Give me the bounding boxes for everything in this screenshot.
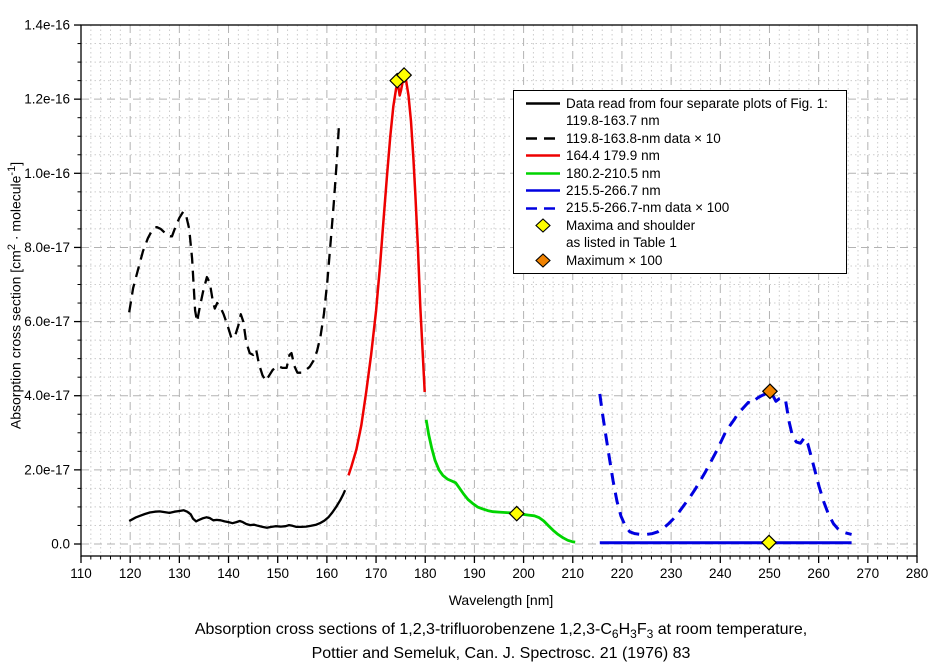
legend-label: 215.5-266.7-nm data × 100: [566, 200, 730, 216]
x-tick-label: 280: [906, 566, 929, 581]
caption-line-2: Pottier and Semeluk, Can. J. Spectrosc. …: [311, 645, 691, 662]
gridlines: [81, 25, 917, 556]
legend-label: as listed in Table 1: [566, 235, 677, 251]
legend-sample-diamond: [520, 252, 566, 269]
legend-label: 119.8-163.8-nm data × 10: [566, 130, 721, 146]
y-tick-label: 8.0e-17: [24, 240, 70, 255]
x-tick-label: 200: [512, 566, 535, 581]
series-215-5-266-7-nm-data-100: [598, 390, 852, 536]
x-axis-title: Wavelength [nm]: [448, 592, 554, 608]
legend: Data read from four separate plots of Fi…: [513, 90, 847, 274]
legend-item: 119.8-163.8-nm data × 10: [520, 130, 844, 147]
y-tick-label: 1.2e-16: [24, 92, 70, 107]
x-tick-label: 230: [660, 566, 683, 581]
legend-item: Data read from four separate plots of Fi…: [520, 95, 844, 112]
caption-line-1: Absorption cross sections of 1,2,3-trifl…: [194, 621, 808, 642]
legend-item: 215.5-266.7 nm: [520, 182, 844, 199]
x-tick-label: 220: [611, 566, 634, 581]
series-119-8-163-8-nm-data-10: [128, 121, 341, 383]
y-tick-label: 4.0e-17: [24, 388, 70, 403]
x-tick-label: 110: [70, 566, 92, 581]
y-tick-label: 1.4e-16: [24, 18, 70, 33]
x-tick-label: 190: [463, 566, 486, 581]
legend-sample-line-solid: [520, 95, 566, 112]
x-tick-label: 260: [807, 566, 830, 581]
x-tick-label: 270: [857, 566, 880, 581]
x-tick-label: 140: [217, 566, 240, 581]
legend-item: 164.4 179.9 nm: [520, 147, 844, 164]
series-164-4-179-9-nm: [347, 75, 426, 476]
legend-label: 164.4 179.9 nm: [566, 148, 660, 164]
legend-label: 119.8-163.7 nm: [566, 113, 660, 129]
axis-ticks: 110 120 130 140 150 160 170 180 190 200 210 220 230 2…: [24, 18, 928, 581]
legend-sample-line-dashed: [520, 130, 566, 147]
x-tick-label: 210: [561, 566, 584, 581]
maximum-x100-diamond-marker: [761, 383, 779, 400]
y-tick-label: 6.0e-17: [24, 314, 70, 329]
series-119-8-163-7-nm: [128, 489, 347, 529]
y-tick-label: 2.0e-17: [24, 462, 70, 477]
series-180-2-210-5-nm: [424, 419, 576, 544]
x-tick-label: 240: [709, 566, 732, 581]
legend-label: Maxima and shoulder: [566, 217, 696, 233]
legend-sample-line-solid: [520, 182, 566, 199]
y-tick-label: 0.0: [51, 537, 70, 552]
x-tick-label: 180: [414, 566, 437, 581]
y-tick-label: 1.0e-16: [24, 166, 70, 181]
maximum-diamond-marker: [508, 505, 525, 522]
legend-item: 180.2-210.5 nm: [520, 165, 844, 182]
x-tick-label: 170: [365, 566, 388, 581]
legend-item: 215.5-266.7-nm data × 100: [520, 199, 844, 216]
x-tick-label: 250: [758, 566, 781, 581]
x-tick-label: 120: [119, 566, 142, 581]
legend-sample-line-dashed: [520, 200, 566, 217]
legend-item: as listed in Table 1: [520, 234, 844, 251]
legend-sample-diamond: [520, 217, 566, 234]
legend-item: Maximum × 100: [520, 252, 844, 269]
maximum-diamond-marker: [760, 534, 778, 551]
legend-label: Maximum × 100: [566, 252, 663, 268]
legend-label: Data read from four separate plots of Fi…: [566, 96, 828, 111]
legend-label: 215.5-266.7 nm: [566, 183, 661, 199]
legend-label: 180.2-210.5 nm: [566, 165, 661, 181]
plot-frame: [80, 24, 918, 557]
legend-item: 119.8-163.7 nm: [520, 112, 844, 129]
x-tick-label: 130: [168, 566, 191, 581]
maximum-diamond-marker: [396, 67, 413, 84]
y-axis-title: Absorption cross section [cm2 · molecule…: [6, 161, 24, 430]
legend-sample-line-solid: [520, 147, 566, 164]
x-tick-label: 150: [266, 566, 289, 581]
x-tick-label: 160: [316, 566, 339, 581]
legend-sample-line-solid: [520, 165, 566, 182]
legend-item: Maxima and shoulder: [520, 217, 844, 234]
